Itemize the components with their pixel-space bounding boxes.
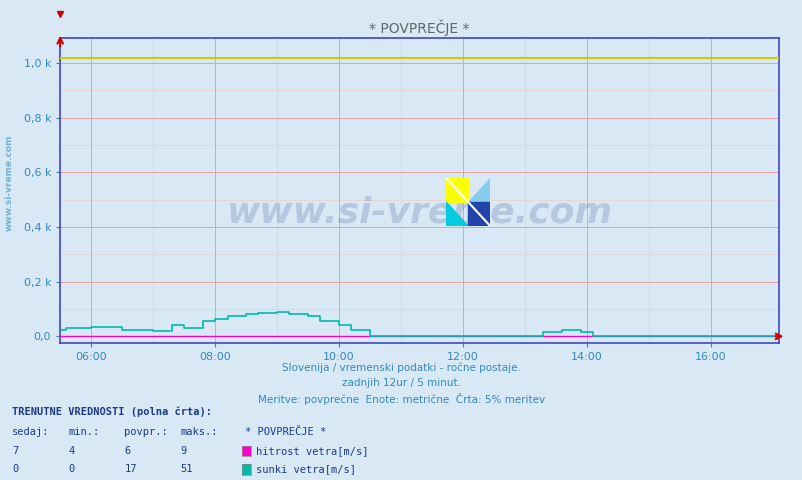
Text: 0: 0	[68, 464, 75, 474]
Text: zadnjih 12ur / 5 minut.: zadnjih 12ur / 5 minut.	[342, 378, 460, 388]
Text: 4: 4	[68, 445, 75, 456]
Text: www.si-vreme.com: www.si-vreme.com	[226, 195, 612, 229]
Text: maks.:: maks.:	[180, 427, 218, 437]
Text: min.:: min.:	[68, 427, 99, 437]
Text: hitrost vetra[m/s]: hitrost vetra[m/s]	[256, 445, 368, 456]
Polygon shape	[445, 202, 467, 226]
Text: 9: 9	[180, 445, 187, 456]
Text: 17: 17	[124, 464, 137, 474]
Title: * POVPREČJE *: * POVPREČJE *	[369, 19, 469, 36]
Text: 7: 7	[12, 445, 18, 456]
Text: 6: 6	[124, 445, 131, 456]
Polygon shape	[467, 202, 489, 226]
Polygon shape	[467, 178, 489, 202]
Text: sunki vetra[m/s]: sunki vetra[m/s]	[256, 464, 356, 474]
Text: www.si-vreme.com: www.si-vreme.com	[5, 134, 14, 230]
Text: Meritve: povprečne  Enote: metrične  Črta: 5% meritev: Meritve: povprečne Enote: metrične Črta:…	[257, 393, 545, 405]
Text: povpr.:: povpr.:	[124, 427, 168, 437]
Text: 51: 51	[180, 464, 193, 474]
Bar	[445, 178, 467, 202]
Text: Slovenija / vremenski podatki - ročne postaje.: Slovenija / vremenski podatki - ročne po…	[282, 362, 520, 373]
Text: * POVPREČJE *: * POVPREČJE *	[245, 427, 326, 437]
Text: 0: 0	[12, 464, 18, 474]
Text: TRENUTNE VREDNOSTI (polna črta):: TRENUTNE VREDNOSTI (polna črta):	[12, 407, 212, 417]
Text: sedaj:: sedaj:	[12, 427, 50, 437]
